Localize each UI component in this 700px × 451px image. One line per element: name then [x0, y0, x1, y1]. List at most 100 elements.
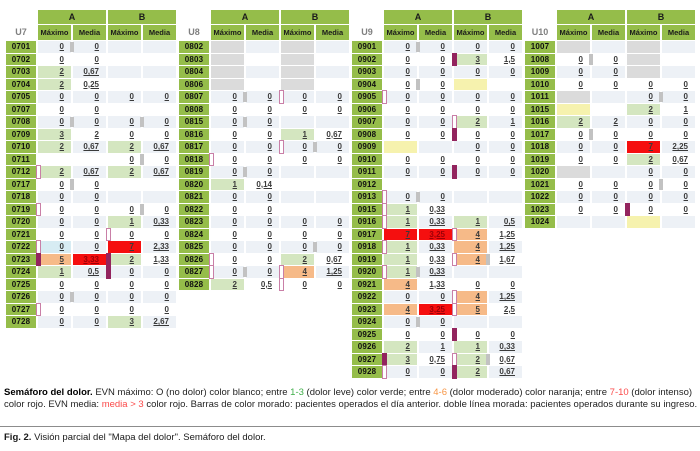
evn-cell-b-maximo[interactable]: 0 [627, 91, 663, 103]
evn-cell-b-maximo[interactable]: 0 [627, 191, 660, 203]
evn-cell-a-maximo[interactable]: 2 [384, 341, 417, 353]
evn-cell-a-media[interactable]: 0 [73, 191, 106, 203]
evn-cell-a-maximo[interactable]: 0 [211, 241, 244, 253]
evn-cell-a-media[interactable]: 0 [419, 116, 452, 128]
evn-cell-b-media[interactable]: 0 [489, 91, 522, 103]
evn-cell-a-media[interactable]: 0 [592, 66, 625, 78]
evn-cell-a-maximo[interactable]: 4 [384, 303, 417, 315]
evn-cell-b-maximo[interactable]: 1 [454, 341, 487, 353]
evn-cell-b-maximo[interactable]: 2 [281, 253, 314, 265]
evn-cell-a-maximo[interactable]: 0 [209, 265, 247, 279]
evn-cell-b-media[interactable]: 0 [143, 291, 176, 303]
evn-cell-a-media[interactable]: 0 [246, 141, 279, 153]
evn-cell-b-media[interactable]: 0 [316, 91, 349, 103]
evn-cell-a-media[interactable]: 0 [592, 53, 625, 65]
evn-cell-a-maximo[interactable]: 2 [36, 165, 71, 179]
evn-cell-a-media[interactable]: 0 [73, 91, 106, 103]
evn-cell-a-media[interactable]: 0,33 [419, 253, 452, 265]
evn-cell-a-maximo[interactable]: 0 [382, 190, 420, 204]
evn-cell-a-maximo[interactable]: 5 [36, 252, 71, 266]
evn-cell-a-media[interactable]: 0,67 [73, 166, 106, 178]
evn-cell-a-maximo[interactable]: 1 [38, 266, 71, 278]
evn-cell-a-maximo[interactable]: 1 [382, 215, 417, 229]
evn-cell-b-maximo[interactable]: 1 [281, 128, 314, 140]
evn-cell-a-media[interactable]: 0 [73, 178, 106, 190]
evn-cell-b-media[interactable]: 0 [316, 103, 349, 115]
evn-cell-b-media[interactable]: 0 [316, 141, 349, 153]
evn-cell-a-media[interactable]: 1 [419, 341, 452, 353]
evn-cell-b-maximo[interactable]: 0 [281, 153, 314, 165]
evn-cell-a-maximo[interactable]: 2 [38, 141, 71, 153]
evn-cell-b-media[interactable]: 0 [489, 166, 522, 178]
evn-cell-b-maximo[interactable]: 0 [108, 278, 141, 290]
evn-cell-b-maximo[interactable]: 4 [452, 252, 490, 266]
evn-cell-b-maximo[interactable]: 7 [108, 241, 141, 253]
evn-cell-a-media[interactable]: 0 [246, 191, 279, 203]
evn-cell-a-media[interactable]: 0 [419, 53, 452, 65]
evn-cell-b-media[interactable]: 0 [143, 153, 176, 165]
evn-cell-a-media[interactable]: 0,33 [419, 203, 452, 215]
evn-cell-a-maximo[interactable]: 0 [384, 291, 417, 303]
evn-cell-b-maximo[interactable]: 0 [279, 277, 314, 291]
evn-cell-b-maximo[interactable]: 0 [106, 265, 141, 279]
evn-cell-a-maximo[interactable]: 0 [211, 216, 244, 228]
evn-cell-b-media[interactable]: 0 [316, 228, 349, 240]
evn-cell-a-maximo[interactable]: 0 [38, 228, 71, 240]
evn-cell-b-maximo[interactable]: 0 [452, 127, 487, 141]
evn-cell-b-media[interactable]: 0 [316, 216, 349, 228]
evn-cell-b-media[interactable]: 0 [662, 91, 695, 103]
evn-cell-a-maximo[interactable]: 2 [211, 278, 244, 290]
evn-cell-a-media[interactable]: 3,25 [419, 228, 452, 240]
evn-cell-b-maximo[interactable]: 0 [627, 178, 663, 190]
evn-cell-a-media[interactable]: 0,33 [419, 216, 452, 228]
evn-cell-a-media[interactable]: 0 [419, 191, 452, 203]
evn-cell-b-media[interactable]: 0 [662, 78, 695, 90]
evn-cell-a-maximo[interactable]: 0 [36, 302, 71, 316]
evn-cell-b-maximo[interactable]: 0 [452, 327, 487, 341]
evn-cell-a-media[interactable]: 0 [73, 103, 106, 115]
evn-cell-b-media[interactable]: 0 [489, 66, 522, 78]
evn-cell-a-media[interactable]: 0 [246, 103, 279, 115]
evn-cell-a-maximo[interactable]: 0 [557, 128, 593, 140]
evn-cell-a-maximo[interactable]: 0 [38, 103, 71, 115]
evn-cell-b-maximo[interactable]: 0 [454, 66, 487, 78]
evn-cell-b-maximo[interactable]: 0 [279, 90, 314, 104]
evn-cell-a-maximo[interactable]: 0 [384, 66, 417, 78]
evn-cell-a-media[interactable]: 0 [419, 166, 452, 178]
evn-cell-b-maximo[interactable]: 0 [281, 241, 317, 253]
evn-cell-b-media[interactable]: 0,67 [662, 153, 695, 165]
evn-cell-a-maximo[interactable]: 1 [384, 253, 417, 265]
evn-cell-b-maximo[interactable]: 0 [281, 216, 314, 228]
evn-cell-a-media[interactable]: 3,33 [73, 253, 106, 265]
evn-cell-b-maximo[interactable]: 0 [452, 165, 487, 179]
evn-cell-b-media[interactable]: 0 [662, 203, 695, 215]
evn-cell-b-media[interactable]: 0 [489, 328, 522, 340]
evn-cell-b-media[interactable]: 1,25 [489, 228, 522, 240]
evn-cell-b-maximo[interactable]: 0 [625, 202, 660, 216]
evn-cell-b-maximo[interactable]: 0 [627, 78, 660, 90]
evn-cell-a-media[interactable]: 0 [592, 203, 625, 215]
evn-cell-b-media[interactable]: 0,33 [489, 341, 522, 353]
evn-cell-b-maximo[interactable]: 0 [627, 128, 660, 140]
evn-cell-a-media[interactable]: 0,5 [246, 278, 279, 290]
evn-cell-a-maximo[interactable]: 0 [38, 291, 74, 303]
evn-cell-b-media[interactable]: 0,67 [489, 353, 522, 365]
evn-cell-a-media[interactable]: 0 [246, 153, 279, 165]
evn-cell-b-maximo[interactable]: 3 [108, 316, 141, 328]
evn-cell-b-maximo[interactable]: 2 [627, 153, 660, 165]
evn-cell-b-media[interactable]: 0,67 [316, 253, 349, 265]
evn-cell-a-maximo[interactable]: 0 [384, 316, 420, 328]
evn-cell-a-maximo[interactable]: 0 [557, 178, 590, 190]
evn-cell-a-media[interactable]: 0,75 [419, 353, 452, 365]
evn-cell-a-media[interactable]: 0 [246, 203, 279, 215]
evn-cell-b-maximo[interactable]: 0 [454, 91, 487, 103]
evn-cell-a-media[interactable]: 0 [73, 228, 106, 240]
evn-cell-a-maximo[interactable]: 2 [557, 116, 590, 128]
evn-cell-a-media[interactable]: 0 [246, 228, 279, 240]
evn-cell-a-media[interactable]: 0,33 [419, 266, 452, 278]
evn-cell-b-maximo[interactable]: 0 [454, 278, 487, 290]
evn-cell-a-media[interactable]: 0 [419, 291, 452, 303]
evn-cell-a-maximo[interactable]: 0 [557, 153, 590, 165]
evn-cell-b-media[interactable]: 0 [662, 166, 695, 178]
evn-cell-a-media[interactable]: 0 [419, 316, 452, 328]
